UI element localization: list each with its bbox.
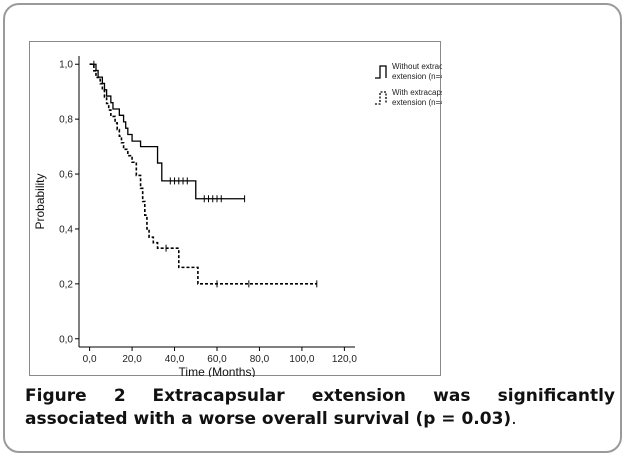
x-axis-label: Time (Months): [179, 365, 256, 377]
x-tick-label: 40,0: [165, 354, 185, 365]
x-tick-label: 120,0: [332, 354, 357, 365]
legend-label-1-line1: Without extracapsular: [392, 62, 442, 71]
series-line-1: [89, 63, 245, 200]
legend-label-2-line1: With extracapsular: [392, 88, 442, 97]
legend-symbol-1: [375, 65, 387, 79]
y-tick-label: 1,0: [59, 60, 73, 71]
x-tick-label: 100,0: [289, 354, 314, 365]
series-line-2: [89, 63, 317, 285]
y-tick-label: 0,6: [59, 170, 73, 181]
caption-text: Extracapsular extension was significantl…: [25, 386, 616, 429]
figure-label: Figure 2: [25, 386, 126, 406]
x-tick-label: 80,0: [250, 354, 270, 365]
figure-caption: Figure 2 Extracapsular extension was sig…: [25, 385, 615, 431]
x-tick-label: 60,0: [207, 354, 227, 365]
x-tick-label: 20,0: [122, 354, 142, 365]
y-tick-label: 0,4: [59, 224, 73, 235]
x-tick-label: 0,0: [83, 354, 97, 365]
legend-symbol-2: [375, 91, 387, 105]
caption-end: .: [511, 409, 517, 429]
legend-label-1-line2: extension (n=44): [392, 72, 442, 81]
plot-area: 0,0 0,2 0,4 0,6 0,8 1,0 0,0 20,0 40,0 60,0 80,0 100…: [29, 41, 442, 377]
y-tick-label: 0,0: [59, 334, 73, 345]
y-axis-label: Probability: [33, 173, 47, 229]
survival-chart: 0,0 0,2 0,4 0,6 0,8 1,0 0,0 20,0 40,0 60,0 80,0 100…: [33, 56, 442, 377]
y-tick-label: 0,2: [59, 279, 73, 290]
y-tick-label: 0,8: [59, 115, 73, 126]
legend-label-2-line2: extension (n=42): [392, 98, 442, 107]
figure-frame: 0,0 0,2 0,4 0,6 0,8 1,0 0,0 20,0 40,0 60,0 80,0 100…: [3, 3, 622, 453]
